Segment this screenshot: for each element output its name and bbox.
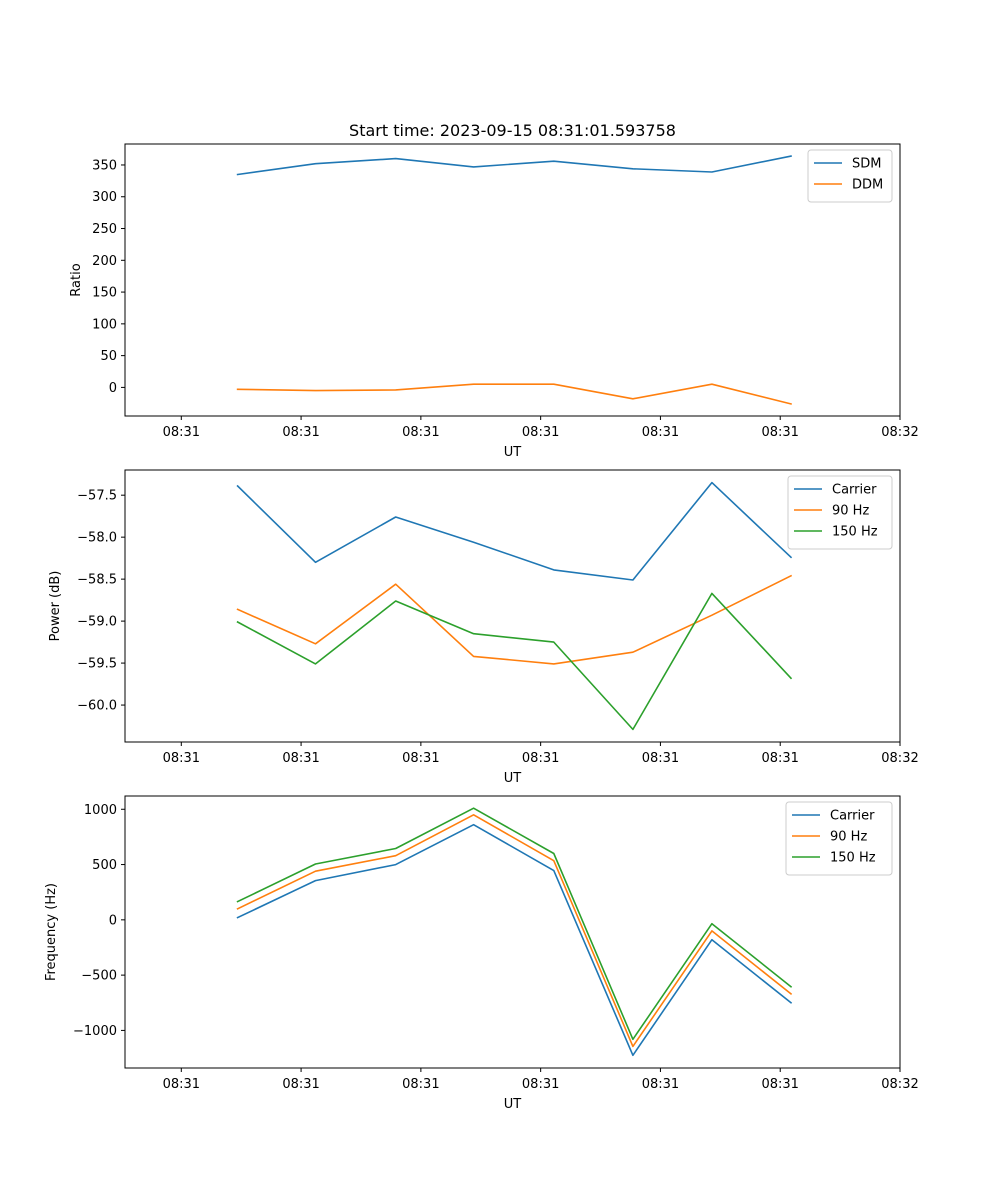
y-tick-label: 100 [92, 317, 117, 332]
chart-panel-1: 08:31 08:31 08:31 08:31 08:31 08:31 08:32 0 50 10… [69, 143, 919, 460]
y-tick-label: 1000 [84, 803, 117, 818]
y-tick-label: 500 [92, 858, 117, 873]
x-axis-label: UT [504, 771, 522, 786]
y-tick-label: 0 [109, 913, 117, 928]
y-tick-label: −59.0 [77, 615, 117, 630]
x-axis-label: UT [504, 1097, 522, 1112]
x-tick-label: 08:31 [163, 751, 200, 766]
series-line-150-hz [236, 592, 793, 731]
x-tick-label: 08:31 [282, 1077, 319, 1092]
y-tick-label: 300 [92, 190, 117, 205]
y-tick-label: −58.0 [77, 531, 117, 546]
legend-label: DDM [852, 178, 883, 193]
x-tick-label: 08:31 [761, 751, 798, 766]
y-tick-label: 150 [92, 286, 117, 301]
x-tick-label: 08:31 [402, 1077, 439, 1092]
y-axis-label: Power (dB) [48, 571, 63, 642]
series-line-carrier [236, 823, 793, 1057]
y-tick-label: −57.5 [77, 489, 117, 504]
series-line-150-hz [236, 807, 793, 1041]
series-line-90-hz [236, 574, 793, 665]
x-tick-label: 08:31 [761, 1077, 798, 1092]
y-tick-label: 200 [92, 254, 117, 269]
y-tick-label: −59.5 [77, 657, 117, 672]
x-tick-label: 08:31 [402, 751, 439, 766]
legend-label: SDM [852, 157, 881, 172]
x-tick-label: 08:31 [642, 751, 679, 766]
y-tick-label: 50 [100, 349, 117, 364]
y-tick-label: −500 [81, 969, 117, 984]
figure-title: Start time: 2023-09-15 08:31:01.593758 [349, 121, 676, 140]
x-tick-label: 08:31 [163, 425, 200, 440]
y-tick-label: 350 [92, 158, 117, 173]
y-tick-label: 0 [109, 381, 117, 396]
legend: Carrier 90 Hz 150 Hz [785, 801, 893, 876]
x-tick-label: 08:32 [881, 751, 918, 766]
x-tick-label: 08:31 [282, 425, 319, 440]
y-axis-label: Frequency (Hz) [44, 883, 59, 981]
x-axis-label: UT [504, 445, 522, 460]
x-tick-label: 08:31 [163, 1077, 200, 1092]
series-line-ddm [236, 383, 792, 405]
legend-label: Carrier [830, 809, 875, 824]
axes-frame [124, 143, 901, 417]
x-tick-label: 08:32 [881, 1077, 918, 1092]
x-tick-label: 08:31 [642, 1077, 679, 1092]
legend: SDM DDM [807, 149, 893, 203]
panels: 08:31 08:31 08:31 08:31 08:31 08:31 08:32 0 50 10… [44, 143, 919, 1112]
x-tick-label: 08:31 [761, 425, 798, 440]
chart-panel-2: 08:31 08:31 08:31 08:31 08:31 08:31 08:32 −57.5… [48, 469, 919, 786]
x-tick-label: 08:31 [522, 1077, 559, 1092]
axes-frame [124, 795, 901, 1069]
legend: Carrier 90 Hz 150 Hz [787, 475, 893, 550]
y-tick-label: 250 [92, 222, 117, 237]
series-line-sdm [236, 155, 792, 176]
y-tick-label: −58.5 [77, 573, 117, 588]
legend-label: 90 Hz [830, 830, 867, 845]
legend-label: 90 Hz [832, 504, 869, 519]
x-tick-label: 08:31 [282, 751, 319, 766]
axes-frame [124, 469, 901, 743]
x-tick-label: 08:31 [522, 425, 559, 440]
legend-label: 150 Hz [830, 851, 876, 866]
chart-panel-3: 08:31 08:31 08:31 08:31 08:31 08:31 08:32 1000 5… [44, 795, 919, 1112]
x-tick-label: 08:31 [642, 425, 679, 440]
series-line-90-hz [236, 813, 793, 1048]
legend-label: Carrier [832, 483, 877, 498]
y-tick-label: −1000 [73, 1024, 117, 1039]
legend-label: 150 Hz [832, 525, 878, 540]
x-tick-label: 08:31 [402, 425, 439, 440]
y-tick-label: −60.0 [77, 699, 117, 714]
x-tick-label: 08:31 [522, 751, 559, 766]
x-tick-label: 08:32 [881, 425, 918, 440]
series-line-carrier [236, 481, 793, 581]
y-axis-label: Ratio [69, 263, 84, 296]
